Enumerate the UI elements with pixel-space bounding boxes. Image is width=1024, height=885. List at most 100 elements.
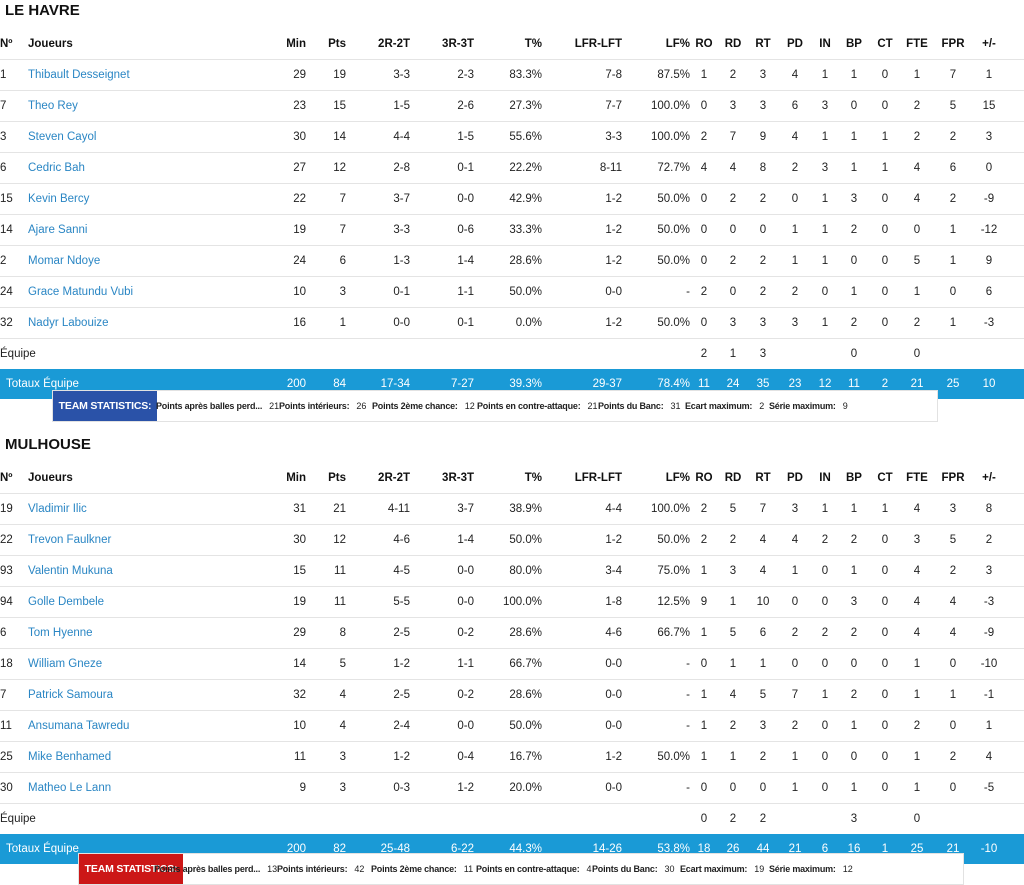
stat-cell-rd: 2: [718, 245, 748, 277]
player-name-link[interactable]: Thibault Desseignet: [28, 59, 218, 91]
stat-cell-2r-2t: 1-5: [346, 90, 410, 122]
team-statistics-button[interactable]: TEAM STATISTICS:: [53, 391, 157, 421]
stat-cell-fte: 4: [900, 555, 934, 587]
stat-cell-plus-minus: 1: [972, 59, 1006, 91]
player-name-link[interactable]: Ajare Sanni: [28, 214, 218, 246]
stat-cell-rt: 6: [748, 617, 778, 649]
stat-cell-plus-minus: 1: [972, 710, 1006, 742]
equipe-cell-pd: [778, 338, 812, 369]
stat-cell-2r-2t: 3-7: [346, 183, 410, 215]
stat-cell-fte: 1: [900, 648, 934, 680]
stat-cell-t-pct: 80.0%: [474, 555, 542, 587]
player-name-link[interactable]: William Gneze: [28, 648, 218, 680]
player-name-link[interactable]: Vladimir Ilic: [28, 493, 218, 525]
stat-cell-num: 1: [0, 59, 28, 91]
player-name-link[interactable]: Valentin Mukuna: [28, 555, 218, 587]
stat-cell-pts: 3: [306, 276, 346, 308]
player-name-link[interactable]: Trevon Faulkner: [28, 524, 218, 556]
player-name-link[interactable]: Cedric Bah: [28, 152, 218, 184]
stat-cell-ro: 0: [690, 214, 718, 246]
stat-cell-pts: 5: [306, 648, 346, 680]
stat-cell-2r-2t: 2-5: [346, 679, 410, 711]
stat-cell-ro: 9: [690, 586, 718, 618]
player-name-link[interactable]: Ansumana Tawredu: [28, 710, 218, 742]
stat-cell-in: 3: [812, 152, 838, 184]
column-header-in: IN: [812, 29, 838, 60]
player-name-link[interactable]: Mike Benhamed: [28, 741, 218, 773]
column-header-ct: CT: [870, 463, 900, 494]
totals-cell-plus-minus: -10: [972, 834, 1006, 864]
stat-cell-fpr: 1: [934, 245, 972, 277]
player-name-link[interactable]: Kevin Bercy: [28, 183, 218, 215]
stat-cell-ro: 0: [690, 183, 718, 215]
stat-cell-3r-3t: 1-5: [410, 121, 474, 153]
stat-cell-rd: 3: [718, 90, 748, 122]
stat-cell-min: 10: [218, 710, 306, 742]
stat-cell-plus-minus: 9: [972, 245, 1006, 277]
player-name-link[interactable]: Tom Hyenne: [28, 617, 218, 649]
stat-cell-in: 0: [812, 276, 838, 308]
stat-cell-ro: 0: [690, 307, 718, 339]
stat-cell-rd: 5: [718, 617, 748, 649]
column-header-num: Nº: [0, 29, 28, 60]
player-row: 6 Tom Hyenne 29 8 2-5 0-2 28.6% 4-6 66.7% 1 5 6 2 2 2 0…: [0, 617, 1024, 649]
column-header-rt: RT: [748, 29, 778, 60]
stat-cell-rt: 5: [748, 679, 778, 711]
player-row: 2 Momar Ndoye 24 6 1-3 1-4 28.6% 1-2 50.0% 0 2 2 1 1 0…: [0, 245, 1024, 277]
stat-cell-fpr: 1: [934, 307, 972, 339]
stat-cell-ct: 0: [870, 245, 900, 277]
stat-cell-plus-minus: 8: [972, 493, 1006, 525]
stat-cell-ct: 0: [870, 586, 900, 618]
player-name-link[interactable]: Matheo Le Lann: [28, 772, 218, 804]
player-row: 15 Kevin Bercy 22 7 3-7 0-0 42.9% 1-2 50.0% 0 2 2 0 1…: [0, 183, 1024, 215]
stat-cell-lfr-lft: 0-0: [542, 772, 622, 804]
stat-cell-ct: 0: [870, 214, 900, 246]
totals-cell-plus-minus: 10: [972, 369, 1006, 399]
equipe-cell-lf-pct: [622, 803, 690, 834]
stat-cell-pd: 0: [778, 586, 812, 618]
player-name-link[interactable]: Theo Rey: [28, 90, 218, 122]
player-name-link[interactable]: Patrick Samoura: [28, 679, 218, 711]
stat-cell-ro: 2: [690, 524, 718, 556]
stat-cell-bp: 1: [838, 121, 870, 153]
player-name-link[interactable]: Grace Matundu Vubi: [28, 276, 218, 308]
stat-cell-t-pct: 55.6%: [474, 121, 542, 153]
stat-cell-lf-pct: -: [622, 276, 690, 308]
stat-cell-ro: 4: [690, 152, 718, 184]
stat-cell-lf-pct: 72.7%: [622, 152, 690, 184]
equipe-cell-ro: 0: [690, 803, 718, 834]
player-name-link[interactable]: Golle Dembele: [28, 586, 218, 618]
stat-cell-lfr-lft: 3-3: [542, 121, 622, 153]
team-stat-value: 11: [463, 864, 474, 874]
stat-cell-lf-pct: 87.5%: [622, 59, 690, 91]
stat-cell-min: 22: [218, 183, 306, 215]
stat-cell-min: 30: [218, 121, 306, 153]
player-name-link[interactable]: Momar Ndoye: [28, 245, 218, 277]
stat-cell-fte: 1: [900, 59, 934, 91]
player-row: 7 Patrick Samoura 32 4 2-5 0-2 28.6% 0-0-1 4 5 7 1 2…: [0, 679, 1024, 711]
boxscore-table-le-havre: Nº Joueurs Min Pts 2R-2T 3R-3T T% LFR-LFT LF% RO R…: [0, 29, 1024, 399]
stat-cell-eva: 14: [1006, 524, 1024, 556]
player-name-link[interactable]: Steven Cayol: [28, 121, 218, 153]
stat-cell-num: 6: [0, 152, 28, 184]
team-stat-value: 12: [464, 401, 475, 411]
stat-cell-ro: 0: [690, 245, 718, 277]
team-stat-value: 21: [587, 401, 598, 411]
stat-cell-ro: 0: [690, 90, 718, 122]
stat-cell-num: 25: [0, 741, 28, 773]
stat-cell-eva: 24: [1006, 121, 1024, 153]
stat-cell-3r-3t: 1-1: [410, 648, 474, 680]
equipe-cell-rt: 2: [748, 803, 778, 834]
column-header-fpr: FPR: [934, 29, 972, 60]
stat-cell-2r-2t: 1-3: [346, 245, 410, 277]
team-statistics-button[interactable]: TEAM STATISTICS:: [79, 854, 183, 884]
player-name-link[interactable]: Nadyr Labouize: [28, 307, 218, 339]
stat-cell-rt: 2: [748, 741, 778, 773]
stat-cell-fte: 1: [900, 741, 934, 773]
team-title-le-havre: LE HAVRE: [5, 2, 80, 19]
team-title-mulhouse: MULHOUSE: [5, 436, 91, 453]
team-stat-value: 2: [759, 401, 765, 411]
stat-cell-rd: 0: [718, 772, 748, 804]
stat-cell-min: 16: [218, 307, 306, 339]
stat-cell-t-pct: 83.3%: [474, 59, 542, 91]
